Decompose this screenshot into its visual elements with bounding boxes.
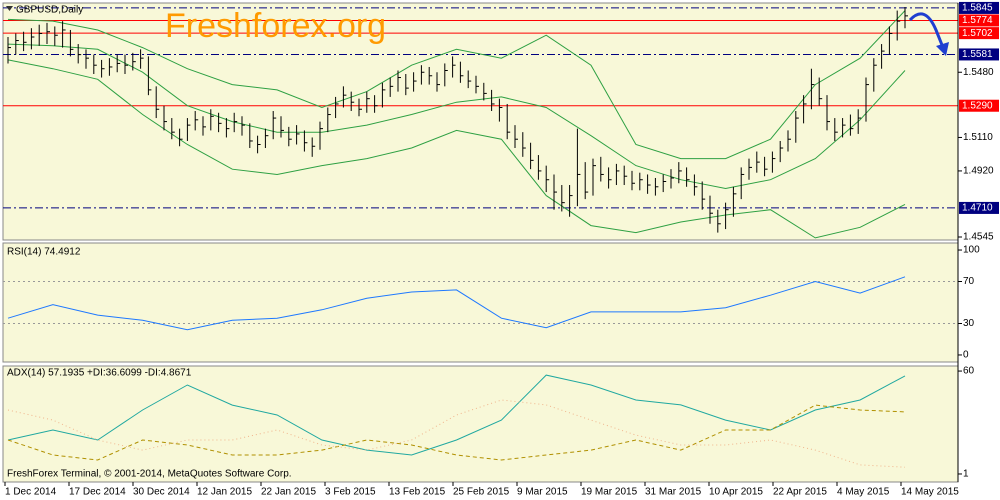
level-label-box [959, 201, 999, 214]
y-tick-label: 70 [963, 276, 975, 287]
x-tick-label: 25 Feb 2015 [453, 487, 510, 498]
x-tick-label: 30 Dec 2014 [133, 487, 190, 498]
y-tick-label: 30 [963, 318, 975, 329]
adx-title: ADX(14) 57.1935 +DI:36.6099 -DI:4.8671 [7, 368, 192, 379]
y-tick-label: 1.4545 [963, 232, 994, 243]
indicator-line [7, 374, 906, 456]
rsi-title: RSI(14) 74.4912 [7, 247, 81, 258]
level-label: 1.4710 [962, 203, 993, 214]
x-tick-label: 9 Mar 2015 [517, 487, 568, 498]
level-label: 1.5702 [962, 28, 993, 39]
level-label: 1.5290 [962, 100, 993, 111]
y-tick-label: 1 [963, 469, 969, 480]
level-label-box [959, 1, 999, 14]
indicator-line [7, 399, 906, 468]
x-tick-label: 17 Dec 2014 [69, 487, 126, 498]
y-tick-label: 1.5110 [963, 132, 993, 143]
level-label-box [959, 14, 999, 27]
level-label-box [959, 27, 999, 40]
x-tick-label: 1 Dec 2014 [5, 487, 57, 498]
x-tick-label: 10 Apr 2015 [709, 487, 763, 498]
adx-panel [2, 365, 959, 483]
indicator-line [7, 404, 906, 461]
x-tick-label: 22 Apr 2015 [773, 487, 827, 498]
y-tick-label: 1.5480 [963, 67, 994, 78]
x-tick-label: 19 Mar 2015 [581, 487, 638, 498]
x-tick-label: 12 Jan 2015 [197, 487, 252, 498]
level-label: 1.5845 [962, 3, 993, 14]
bollinger-band [7, 43, 906, 190]
y-tick-label: 60 [963, 366, 975, 377]
y-tick-label: 0 [963, 350, 969, 361]
price-panel [2, 2, 959, 241]
chart-title: GBPUSD,Daily [16, 5, 83, 16]
x-tick-label: 4 May 2015 [837, 487, 890, 498]
level-label: 1.5581 [962, 49, 993, 60]
footer: FreshForex Terminal, © 2001-2014, MetaQu… [7, 469, 292, 480]
y-tick-label: 100 [963, 245, 980, 256]
x-tick-label: 22 Jan 2015 [261, 487, 316, 498]
bollinger-band [7, 59, 906, 239]
x-tick-label: 31 Mar 2015 [645, 487, 702, 498]
x-tick-label: 14 May 2015 [901, 487, 959, 498]
level-label-box [959, 99, 999, 112]
forecast-arrow [908, 12, 946, 51]
symbol-icon [6, 6, 13, 11]
x-tick-label: 3 Feb 2015 [325, 487, 376, 498]
watermark: Freshforex.org [165, 7, 386, 45]
bollinger-band [7, 10, 906, 160]
y-tick-label: 1.4920 [963, 166, 994, 177]
indicator-line [7, 276, 906, 331]
level-label: 1.5774 [962, 15, 993, 26]
x-tick-label: 13 Feb 2015 [389, 487, 446, 498]
level-label-box [959, 48, 999, 61]
rsi-panel [2, 242, 959, 363]
arrow-head [936, 42, 949, 56]
